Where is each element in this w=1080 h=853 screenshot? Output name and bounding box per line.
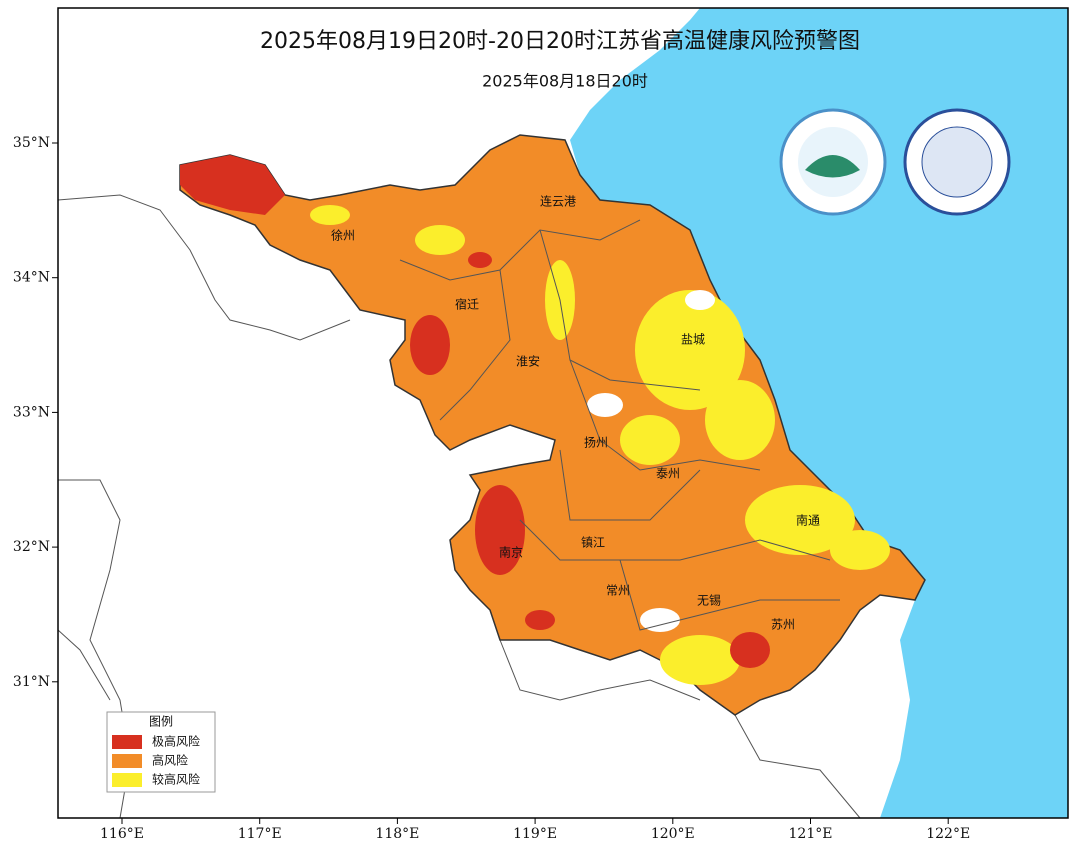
lon-label: 117°E [238,826,282,842]
lat-label: 34°N [13,270,50,286]
lat-label: 31°N [13,674,50,690]
logos [779,108,1011,216]
extreme-risk-areas [180,155,770,668]
lat-label: 32°N [13,539,50,555]
city-borders [399,219,840,631]
city-label: 淮安 [516,354,540,369]
issue-time: 2025年08月18日20时 [482,72,648,91]
city-label: 盐城 [681,333,705,347]
lon-label: 121°E [789,826,833,842]
city-label: 连云港 [540,194,576,209]
lon-label: 116°E [100,826,144,842]
lon-label: 120°E [651,826,695,842]
map-title: 2025年08月19日20时-20日20时江苏省高温健康风险预警图 [260,29,860,54]
map-frame [57,7,1069,819]
legend-title: 图例 [149,715,173,729]
city-label: 徐州 [331,228,355,243]
legend-label: 高风险 [152,753,188,768]
lat-label: 33°N [13,404,50,420]
legend-label: 较高风险 [152,772,200,787]
city-label: 宿迁 [455,297,479,312]
city-label: 常州 [606,584,630,598]
legend-label: 极高风险 [152,734,200,749]
legend-swatch [112,735,142,749]
city-label: 苏州 [771,618,795,632]
lon-label: 119°E [513,826,557,842]
low-risk-areas [587,290,715,632]
lon-label: 118°E [375,826,419,842]
city-label: 南京 [499,545,523,560]
city-label: 南通 [796,513,820,528]
city-label: 无锡 [697,593,721,608]
lat-label: 35°N [13,135,50,151]
moderate-risk-areas [310,205,890,685]
lon-label: 122°E [926,826,970,842]
city-label: 扬州 [584,435,608,450]
legend-swatch [112,754,142,768]
city-label: 泰州 [656,467,680,481]
legend-swatch [112,773,142,787]
city-label: 镇江 [581,536,605,550]
